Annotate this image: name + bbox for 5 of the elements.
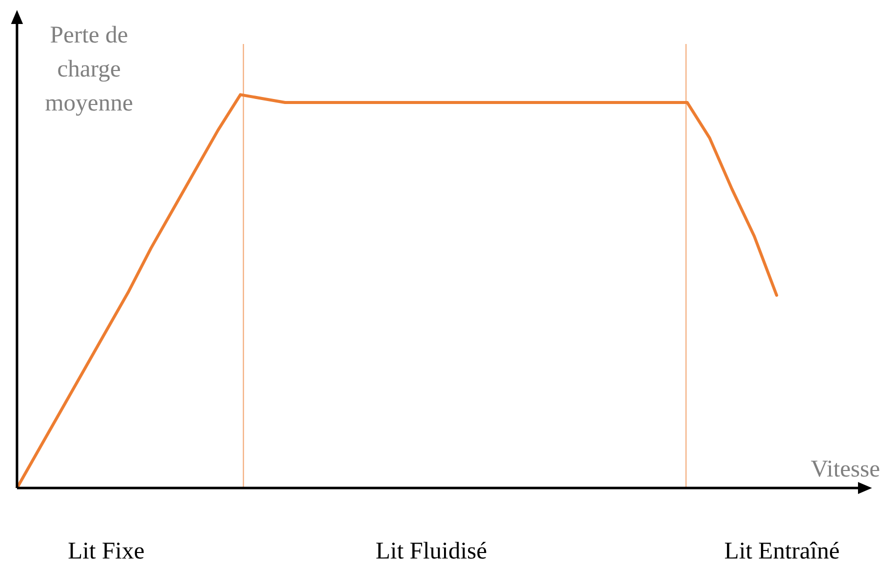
text: Lit Fluidisé (376, 538, 487, 564)
text: Lit Entraîné (724, 538, 840, 564)
x-axis-title: Vitesse (810, 456, 880, 482)
y-axis-title: Perte de charge moyenne (45, 22, 133, 116)
text: Lit Fixe (68, 538, 144, 564)
